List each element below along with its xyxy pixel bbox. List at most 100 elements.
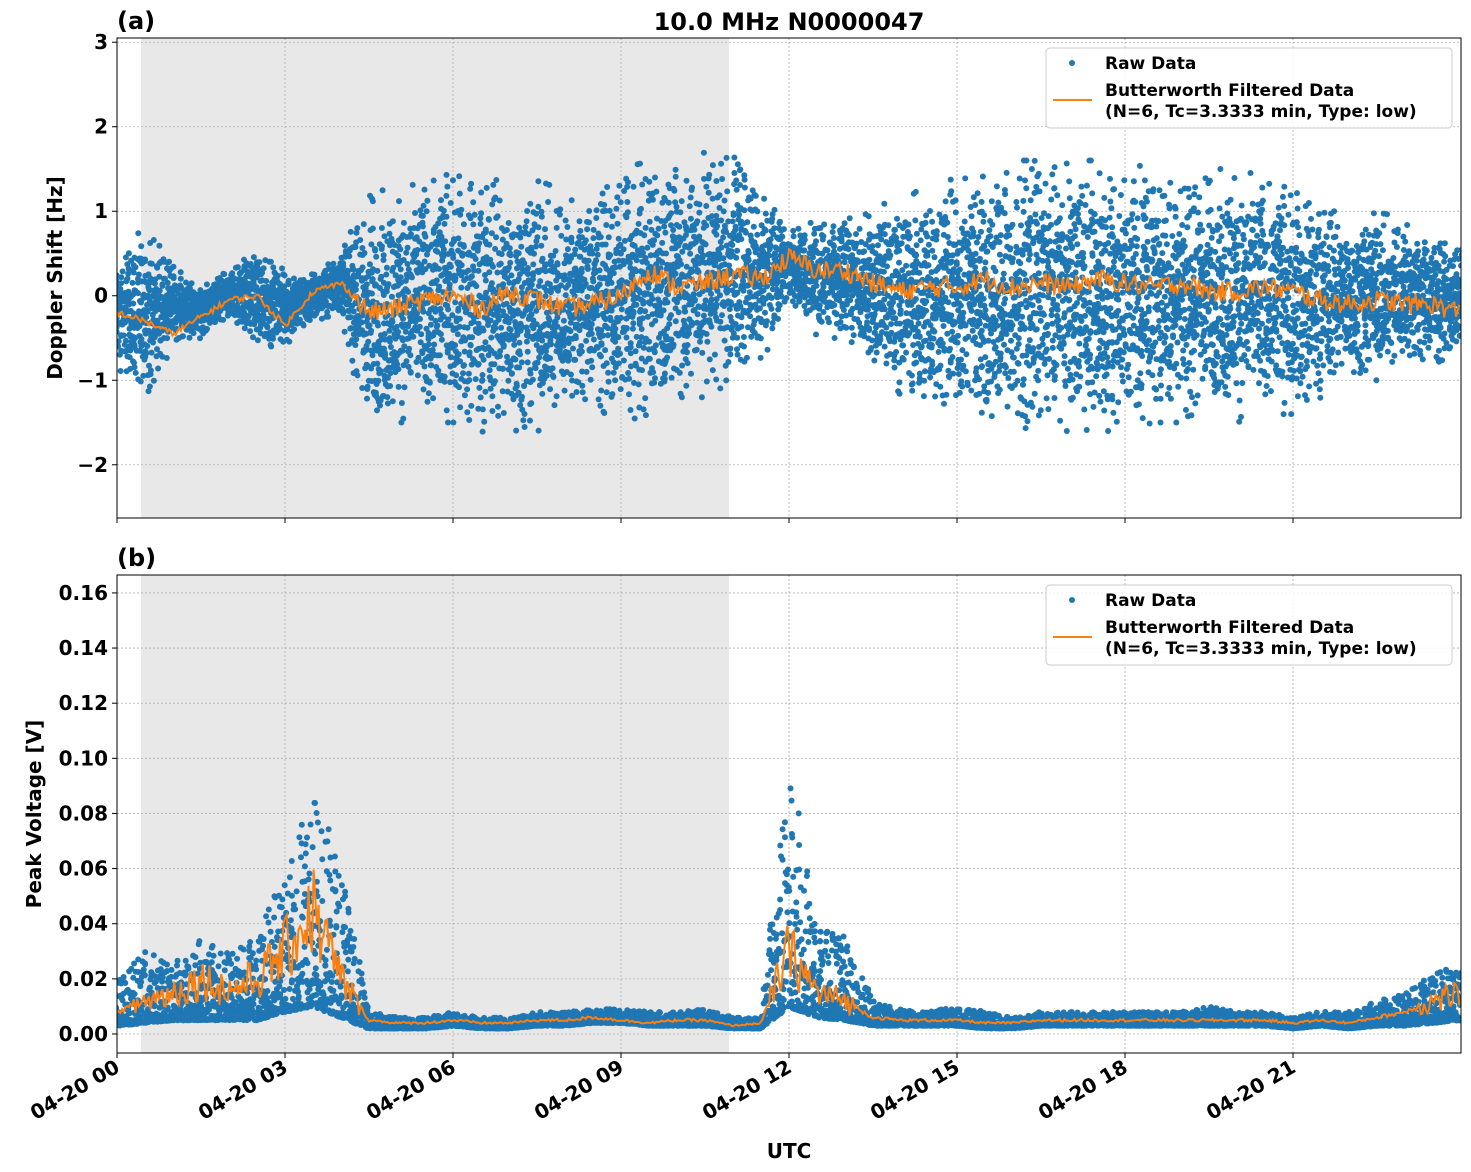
raw-point	[830, 223, 837, 230]
raw-point	[647, 252, 654, 259]
raw-point	[164, 335, 171, 342]
raw-point	[267, 258, 274, 265]
raw-point	[717, 292, 723, 299]
raw-point	[573, 389, 580, 395]
raw-point	[646, 280, 653, 287]
raw-point	[524, 271, 531, 277]
raw-point	[897, 295, 904, 301]
raw-point	[593, 215, 600, 221]
raw-point	[485, 322, 491, 328]
raw-point	[362, 347, 369, 354]
raw-point	[672, 173, 679, 180]
raw-point	[629, 325, 636, 332]
raw-point	[719, 312, 725, 319]
raw-point	[582, 280, 589, 287]
raw-point	[664, 299, 671, 306]
raw-point	[747, 232, 754, 239]
raw-point	[558, 368, 565, 375]
raw-point	[414, 372, 421, 379]
raw-point	[603, 222, 610, 228]
raw-point	[140, 372, 147, 379]
raw-point	[475, 361, 482, 367]
raw-point	[277, 326, 283, 332]
raw-point	[553, 393, 560, 400]
raw-point	[568, 239, 575, 246]
raw-point	[138, 299, 144, 306]
raw-point	[560, 332, 567, 339]
raw-point	[400, 219, 407, 226]
raw-point	[688, 370, 694, 377]
raw-point	[525, 231, 532, 238]
raw-point	[445, 306, 452, 313]
raw-point	[657, 285, 664, 292]
raw-point	[645, 284, 652, 291]
raw-point	[610, 359, 617, 366]
raw-point	[456, 190, 463, 197]
raw-point	[494, 213, 501, 220]
raw-point	[143, 314, 150, 321]
raw-point	[470, 221, 477, 228]
raw-point	[538, 213, 545, 220]
raw-point	[291, 326, 298, 333]
raw-point	[588, 357, 595, 364]
raw-point	[848, 324, 855, 331]
raw-point	[642, 308, 649, 315]
raw-point	[665, 199, 672, 206]
raw-point	[672, 166, 679, 173]
raw-point	[450, 254, 457, 261]
raw-point	[598, 387, 605, 394]
raw-point	[652, 174, 658, 181]
raw-point	[533, 243, 539, 250]
raw-point	[377, 275, 384, 282]
raw-point	[130, 269, 137, 276]
raw-point	[826, 319, 832, 326]
raw-point	[381, 349, 388, 356]
raw-point	[641, 232, 648, 239]
raw-point	[565, 282, 572, 288]
raw-point	[574, 321, 581, 328]
raw-point	[401, 384, 408, 391]
raw-point	[853, 231, 859, 237]
raw-point	[625, 370, 632, 376]
raw-point	[466, 349, 473, 356]
raw-point	[618, 277, 625, 284]
raw-point	[864, 319, 871, 326]
raw-point	[554, 323, 561, 330]
raw-point	[384, 394, 391, 401]
raw-point	[649, 196, 656, 203]
raw-point	[347, 314, 354, 321]
raw-point	[831, 302, 838, 308]
raw-point	[117, 343, 122, 350]
raw-point	[579, 368, 586, 375]
raw-point	[594, 312, 601, 319]
raw-point	[529, 276, 536, 283]
raw-point	[118, 274, 125, 281]
raw-point	[894, 215, 900, 222]
raw-point	[762, 309, 768, 316]
raw-point	[383, 271, 390, 278]
raw-point	[508, 370, 515, 377]
raw-point	[719, 176, 726, 182]
raw-point	[621, 298, 628, 305]
raw-point	[568, 197, 575, 204]
raw-point	[470, 263, 477, 270]
raw-point	[740, 334, 747, 340]
raw-point	[696, 209, 703, 216]
raw-point	[403, 358, 410, 365]
raw-point	[407, 368, 414, 375]
raw-point	[236, 270, 243, 277]
raw-point	[482, 388, 489, 395]
raw-point	[496, 313, 503, 320]
raw-point	[590, 226, 597, 233]
raw-point	[527, 417, 533, 424]
raw-point	[505, 264, 512, 271]
raw-point	[483, 184, 490, 191]
raw-point	[417, 339, 424, 346]
raw-point	[530, 325, 537, 332]
raw-point	[503, 331, 510, 338]
raw-point	[769, 320, 776, 326]
raw-point	[245, 313, 252, 320]
raw-point	[729, 242, 736, 248]
raw-point	[578, 265, 585, 272]
raw-point	[881, 200, 888, 207]
